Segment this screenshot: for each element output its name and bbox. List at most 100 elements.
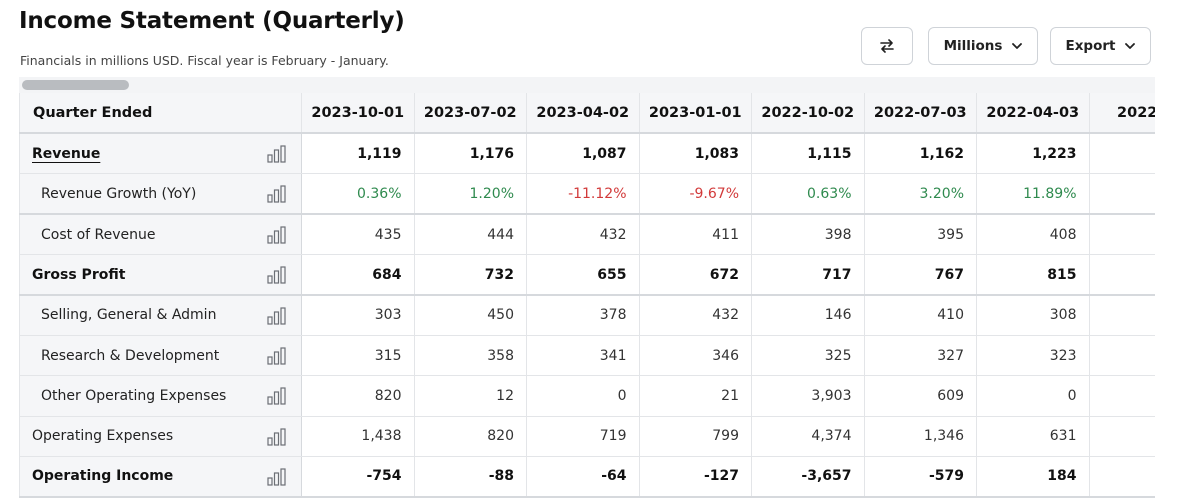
table-cell: -9.67% (639, 173, 752, 216)
table-cell: 303 (301, 294, 415, 336)
table-cell (1089, 294, 1155, 336)
table-cell: 0 (526, 375, 640, 417)
column-header-label: Quarter Ended (19, 93, 302, 135)
table-cell: 684 (301, 254, 415, 296)
table-cell: 408 (976, 214, 1090, 256)
table-cell: 21 (639, 375, 752, 417)
table-cell: 655 (526, 254, 640, 296)
row-label-cell: Operating Income (19, 456, 302, 498)
row-label-cell: Selling, General & Admin (19, 294, 302, 336)
bar-chart-icon[interactable] (267, 347, 287, 365)
table-cell (1089, 375, 1155, 417)
column-header-date: 2023-01-01 (639, 93, 752, 135)
table-cell: 719 (526, 416, 640, 458)
units-dropdown-label: Millions (943, 38, 1003, 54)
table-cell: 1 (1089, 133, 1155, 175)
table-cell: 411 (639, 214, 752, 256)
table-cell: 11.89% (976, 173, 1090, 216)
export-dropdown[interactable]: Export (1050, 27, 1151, 65)
bar-chart-icon[interactable] (267, 387, 287, 405)
column-header-date: 2022-04-03 (976, 93, 1090, 135)
table-cell: 0 (976, 375, 1090, 417)
income-statement-table-container: Quarter Ended 2023-10-01 2023-07-02 2023… (19, 93, 1155, 498)
table-cell: 0.36% (301, 173, 415, 216)
table-cell: 308 (976, 294, 1090, 336)
table-cell: 1,346 (864, 416, 977, 458)
column-header-date: 2022-07-03 (864, 93, 977, 135)
column-header-date: 2022-10-02 (751, 93, 865, 135)
table-cell: 1.20% (414, 173, 527, 216)
table-cell: 323 (976, 335, 1090, 377)
table-cell: -579 (864, 456, 977, 498)
bar-chart-icon[interactable] (267, 468, 287, 486)
table-cell: 1,083 (639, 133, 752, 175)
row-label-cell: Cost of Revenue (19, 214, 302, 256)
table-cell (1089, 214, 1155, 256)
table-cell: 146 (751, 294, 865, 336)
table-cell: 1,087 (526, 133, 640, 175)
table-cell: -88 (414, 456, 527, 498)
table-cell: 444 (414, 214, 527, 256)
table-cell (1089, 254, 1155, 296)
bar-chart-icon[interactable] (267, 226, 287, 244)
table-row-other-operating-expenses: Other Operating Expenses 820 12 0 21 3,9… (19, 375, 1155, 417)
table-cell: 327 (864, 335, 977, 377)
row-label-cell: Gross Profit (19, 254, 302, 296)
swap-arrows-icon (880, 39, 894, 53)
bar-chart-icon[interactable] (267, 145, 287, 163)
table-cell: 0.63% (751, 173, 865, 216)
table-cell: 1,438 (301, 416, 415, 458)
row-label: Operating Income (32, 468, 174, 485)
table-cell: 4,374 (751, 416, 865, 458)
column-header-date: 2023-07-02 (414, 93, 527, 135)
horizontal-scrollbar[interactable] (19, 77, 1155, 93)
table-cell: 3.20% (864, 173, 977, 216)
table-cell: 820 (414, 416, 527, 458)
column-header-date: 2022-0 (1089, 93, 1155, 135)
chevron-down-icon (1125, 42, 1136, 50)
table-cell: 358 (414, 335, 527, 377)
table-cell: 1,162 (864, 133, 977, 175)
table-cell: 432 (639, 294, 752, 336)
units-dropdown[interactable]: Millions (928, 27, 1038, 65)
bar-chart-icon[interactable] (267, 428, 287, 446)
table-cell: 1,119 (301, 133, 415, 175)
table-header-row: Quarter Ended 2023-10-01 2023-07-02 2023… (19, 93, 1155, 135)
table-row-research-development: Research & Development 315 358 341 346 3… (19, 335, 1155, 377)
table-cell: -11.12% (526, 173, 640, 216)
table-cell: 820 (301, 375, 415, 417)
table-row-operating-income: Operating Income -754 -88 -64 -127 -3,65… (19, 456, 1155, 498)
revenue-link[interactable]: Revenue (32, 145, 101, 162)
row-label-cell: Revenue (19, 133, 302, 175)
row-label-cell: Research & Development (19, 335, 302, 377)
table-cell: 325 (751, 335, 865, 377)
table-cell: 732 (414, 254, 527, 296)
table-cell: 346 (639, 335, 752, 377)
table-row-revenue: Revenue 1,119 1,176 1,087 1,083 1,115 1,… (19, 133, 1155, 175)
table-cell: 378 (526, 294, 640, 336)
row-label-cell: Other Operating Expenses (19, 375, 302, 417)
table-cell: 25 (1089, 173, 1155, 216)
scrollbar-thumb[interactable] (22, 80, 129, 90)
table-cell: 815 (976, 254, 1090, 296)
table-cell (1089, 456, 1155, 498)
table-cell: -3,657 (751, 456, 865, 498)
export-dropdown-label: Export (1065, 38, 1116, 54)
bar-chart-icon[interactable] (267, 185, 287, 203)
column-header-date: 2023-04-02 (526, 93, 640, 135)
row-label: Other Operating Expenses (41, 387, 227, 404)
table-cell: 717 (751, 254, 865, 296)
table-cell: 435 (301, 214, 415, 256)
bar-chart-icon[interactable] (267, 307, 287, 325)
row-label: Revenue Growth (YoY) (41, 185, 197, 202)
table-row-sga: Selling, General & Admin 303 450 378 432… (19, 294, 1155, 336)
row-label: Research & Development (41, 347, 220, 364)
table-row-cost-of-revenue: Cost of Revenue 435 444 432 411 398 395 … (19, 214, 1155, 256)
table-row-gross-profit: Gross Profit 684 732 655 672 717 767 815 (19, 254, 1155, 296)
table-cell: 410 (864, 294, 977, 336)
table-cell: 315 (301, 335, 415, 377)
table-row-operating-expenses: Operating Expenses 1,438 820 719 799 4,3… (19, 416, 1155, 458)
bar-chart-icon[interactable] (267, 266, 287, 284)
table-cell: 672 (639, 254, 752, 296)
transpose-button[interactable] (861, 27, 913, 65)
